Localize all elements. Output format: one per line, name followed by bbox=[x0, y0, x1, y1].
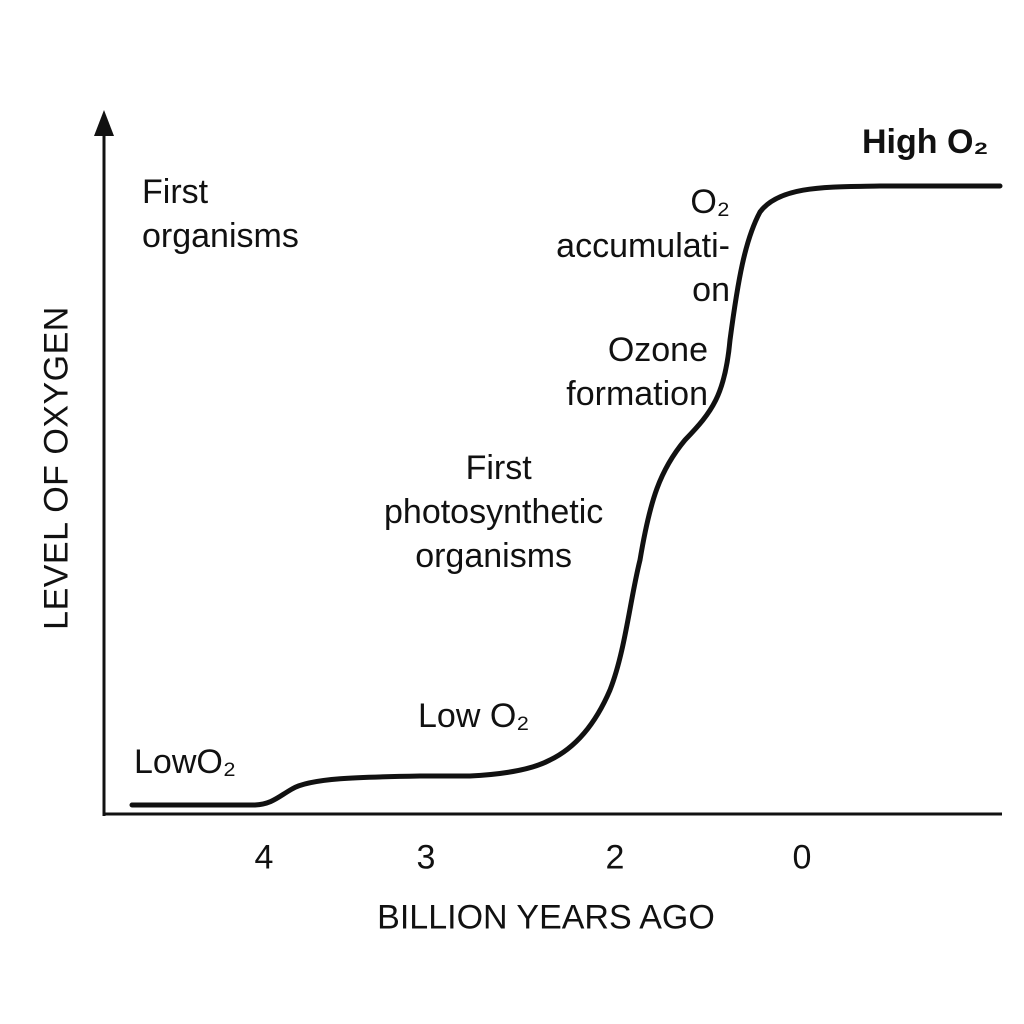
x-tick-label: 0 bbox=[792, 838, 812, 877]
annotation-low-o2-left: LowO₂ bbox=[134, 743, 237, 781]
x-axis-label: BILLION YEARS AGO bbox=[377, 898, 715, 937]
x-tick-label: 4 bbox=[254, 838, 274, 877]
y-axis-label: LEVEL OF OXYGEN bbox=[37, 306, 76, 630]
annotation-low-o2-mid: Low O₂ bbox=[418, 697, 530, 735]
annotation-o2-accumulation: O₂ accumulati- on bbox=[556, 183, 730, 309]
annotation-ozone-formation: Ozone formation bbox=[566, 331, 708, 413]
annotation-high-o2: High O₂ bbox=[862, 123, 989, 161]
y-axis-arrow bbox=[94, 110, 114, 136]
x-tick-label: 2 bbox=[605, 838, 625, 877]
annotation-first-photosynthetic: First photosynthetic organisms bbox=[384, 449, 604, 575]
annotation-first-organisms: First organisms bbox=[142, 173, 299, 255]
axes bbox=[94, 110, 1002, 816]
oxygen-curve-series bbox=[129, 183, 1003, 808]
x-tick-label: 3 bbox=[416, 838, 436, 877]
